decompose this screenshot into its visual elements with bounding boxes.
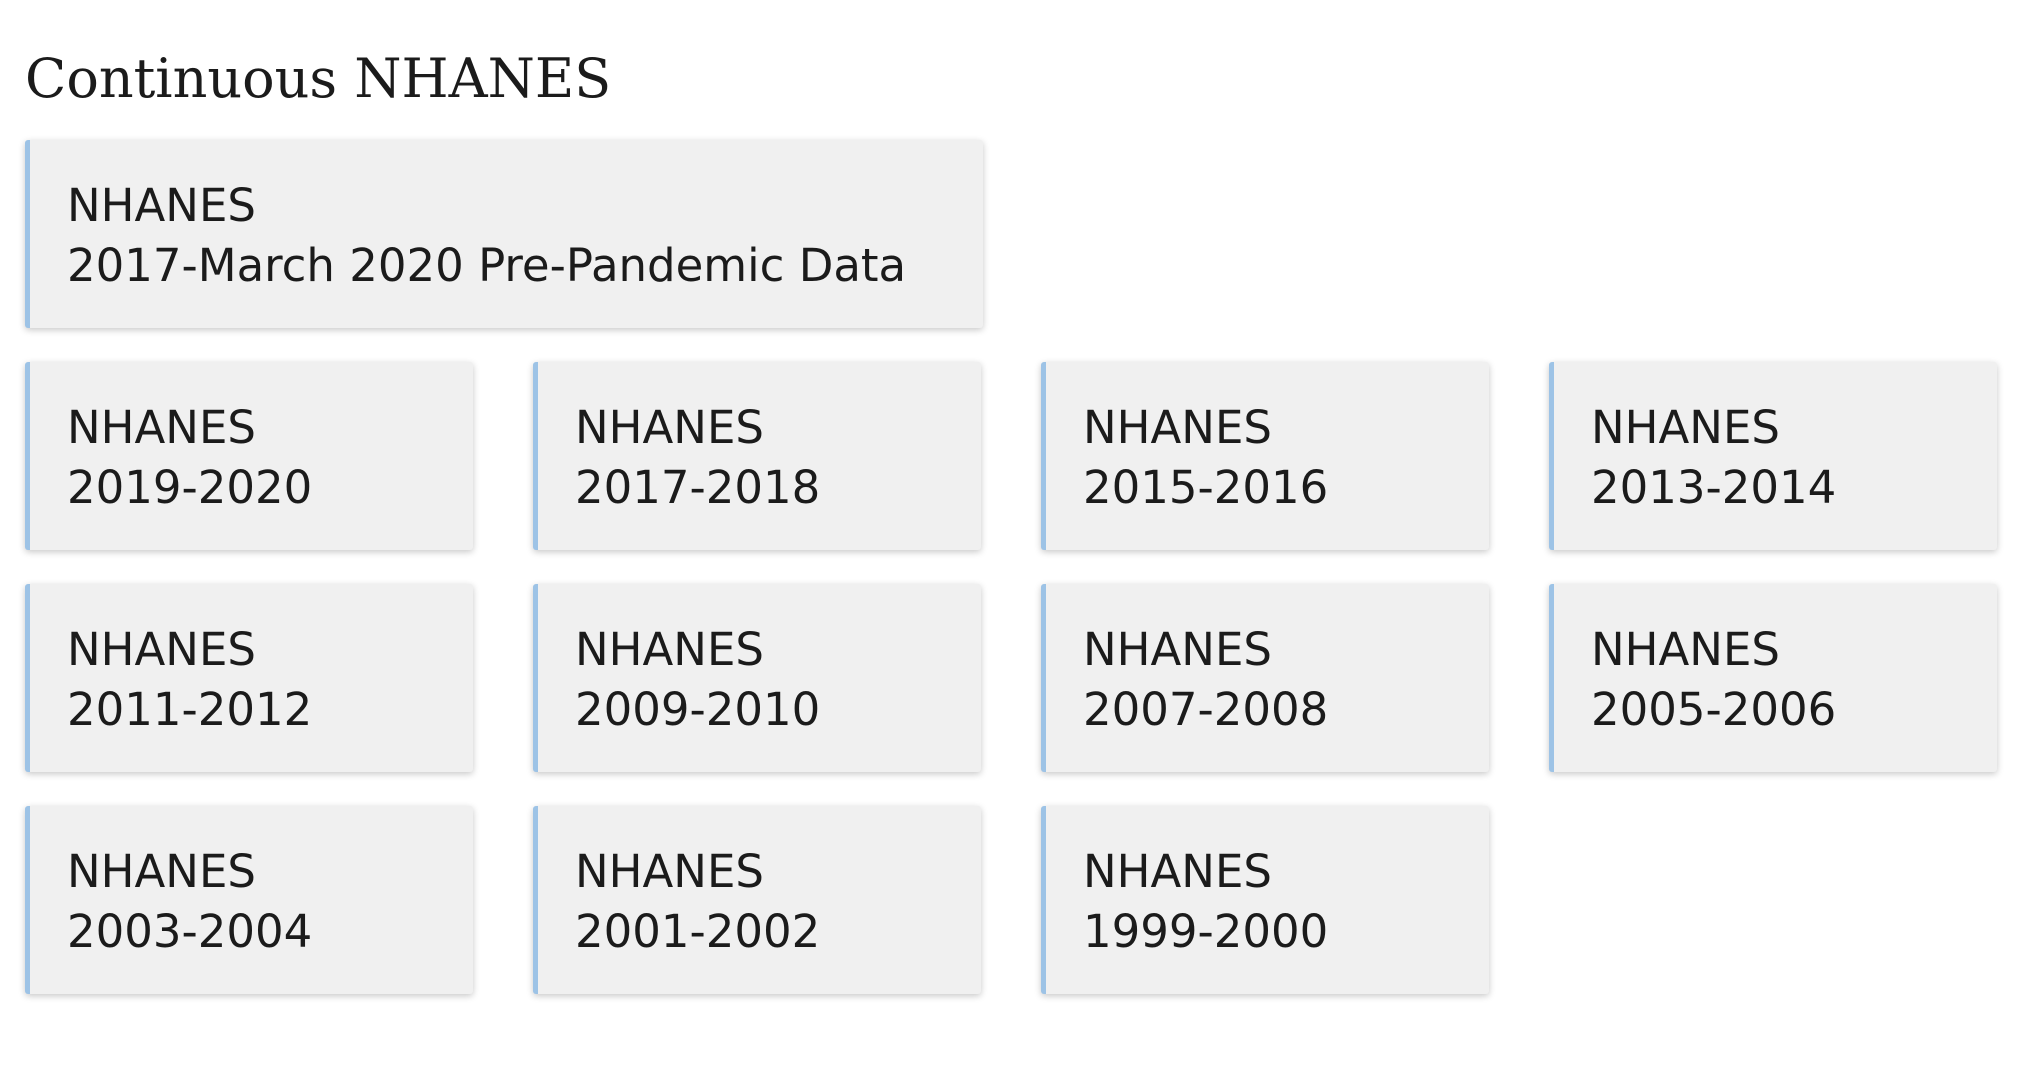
card-label-survey: NHANES: [67, 179, 256, 232]
section-title: Continuous NHANES: [25, 47, 612, 110]
card-2017-march-2020-pre-pandemic[interactable]: NHANES 2017-March 2020 Pre-Pandemic Data: [25, 140, 983, 328]
card-label-survey: NHANES: [67, 623, 256, 676]
card-label-survey: NHANES: [575, 401, 764, 454]
card-label-cycle: 2019-2020: [67, 461, 313, 514]
card-label-survey: NHANES: [1591, 401, 1780, 454]
card-label-survey: NHANES: [1591, 623, 1780, 676]
card-2015-2016[interactable]: NHANES 2015-2016: [1041, 362, 1489, 550]
card-label-survey: NHANES: [575, 623, 764, 676]
card-2013-2014[interactable]: NHANES 2013-2014: [1549, 362, 1997, 550]
card-2003-2004[interactable]: NHANES 2003-2004: [25, 806, 473, 994]
card-label-cycle: 2009-2010: [575, 683, 821, 736]
card-label-cycle: 1999-2000: [1083, 905, 1329, 958]
card-2005-2006[interactable]: NHANES 2005-2006: [1549, 584, 1997, 772]
card-label-cycle: 2003-2004: [67, 905, 313, 958]
card-label-cycle: 2015-2016: [1083, 461, 1329, 514]
card-label-survey: NHANES: [1083, 623, 1272, 676]
card-label-survey: NHANES: [575, 845, 764, 898]
card-label-cycle: 2013-2014: [1591, 461, 1837, 514]
card-2019-2020[interactable]: NHANES 2019-2020: [25, 362, 473, 550]
card-2011-2012[interactable]: NHANES 2011-2012: [25, 584, 473, 772]
card-label-cycle: 2007-2008: [1083, 683, 1329, 736]
card-label-cycle: 2017-March 2020 Pre-Pandemic Data: [67, 239, 907, 292]
card-label-cycle: 2001-2002: [575, 905, 821, 958]
card-2017-2018[interactable]: NHANES 2017-2018: [533, 362, 981, 550]
card-label-survey: NHANES: [1083, 845, 1272, 898]
card-2009-2010[interactable]: NHANES 2009-2010: [533, 584, 981, 772]
card-1999-2000[interactable]: NHANES 1999-2000: [1041, 806, 1489, 994]
card-label-survey: NHANES: [67, 401, 256, 454]
card-label-survey: NHANES: [67, 845, 256, 898]
card-label-cycle: 2005-2006: [1591, 683, 1837, 736]
card-2001-2002[interactable]: NHANES 2001-2002: [533, 806, 981, 994]
card-label-cycle: 2011-2012: [67, 683, 313, 736]
card-label-survey: NHANES: [1083, 401, 1272, 454]
card-2007-2008[interactable]: NHANES 2007-2008: [1041, 584, 1489, 772]
card-label-cycle: 2017-2018: [575, 461, 821, 514]
